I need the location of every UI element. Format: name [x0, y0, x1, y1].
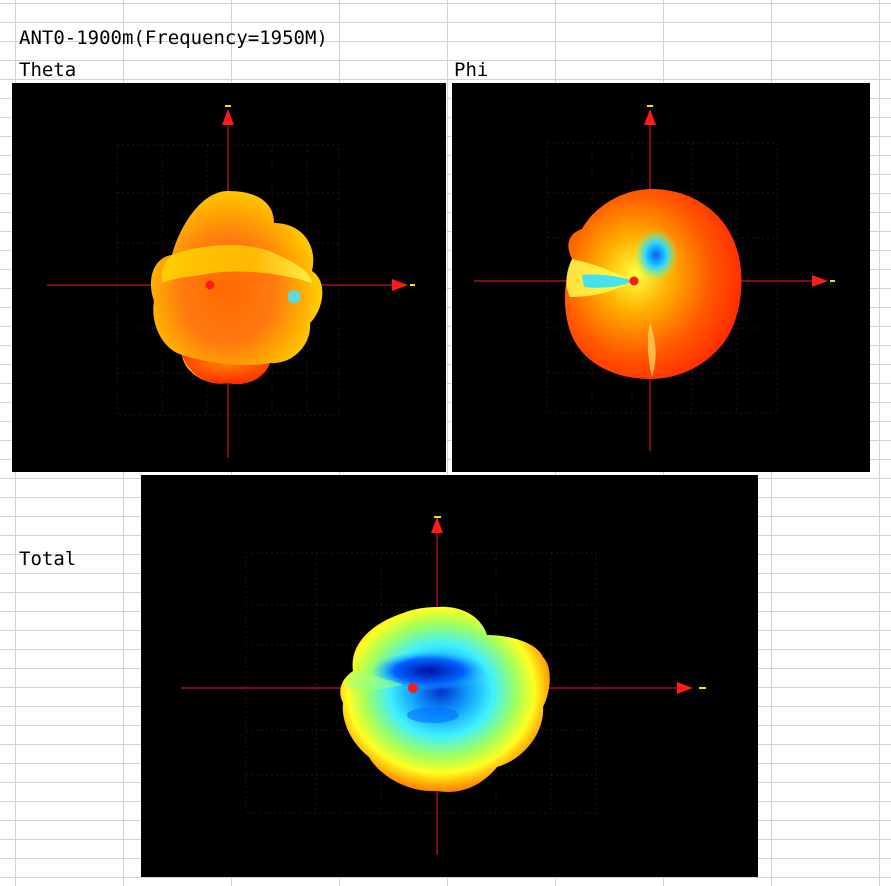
theta-y-arrow: [222, 109, 234, 125]
phi-origin-marker: [629, 276, 639, 286]
theta-cyan-spot: [288, 290, 301, 304]
phi-x-tick: [830, 280, 835, 282]
theta-x-tick: [410, 284, 415, 286]
theta-origin-marker: [205, 280, 215, 290]
phi-radiation-pattern-image[interactable]: [452, 83, 870, 472]
phi-lobe: [564, 189, 742, 379]
theta-x-arrow: [392, 279, 408, 291]
total-x-arrow: [677, 682, 693, 694]
sheet-title: ANT0-1900m(Frequency=1950M): [19, 27, 328, 49]
total-y-tick: [434, 516, 441, 518]
phi-x-arrow: [812, 275, 828, 287]
total-y-arrow: [431, 517, 443, 533]
total-radiation-pattern-image[interactable]: [141, 475, 758, 877]
theta-y-tick: [225, 105, 231, 107]
phi-blue-spot: [634, 229, 678, 281]
total-origin-marker: [408, 683, 418, 693]
phi-lower-seam: [647, 323, 656, 377]
theta-pattern-svg: [47, 105, 415, 458]
total-x-tick: [699, 687, 706, 689]
total-lower-blue: [407, 707, 459, 723]
total-left-rim: [346, 671, 403, 690]
phi-y-arrow: [644, 109, 656, 125]
total-dark-core: [371, 651, 487, 691]
phi-label: Phi: [454, 59, 489, 81]
theta-lobe: [150, 191, 323, 385]
phi-y-tick: [647, 105, 653, 107]
phi-cyan-streak: [582, 274, 634, 288]
total-lobe: [340, 606, 550, 792]
total-pattern-svg: [181, 516, 706, 855]
theta-lower-lobe: [182, 355, 270, 385]
total-label: Total: [19, 548, 77, 570]
phi-pattern-svg: [474, 105, 835, 451]
theta-band-highlight: [161, 244, 312, 283]
theta-label: Theta: [19, 59, 77, 81]
theta-radiation-pattern-image[interactable]: [12, 83, 446, 472]
